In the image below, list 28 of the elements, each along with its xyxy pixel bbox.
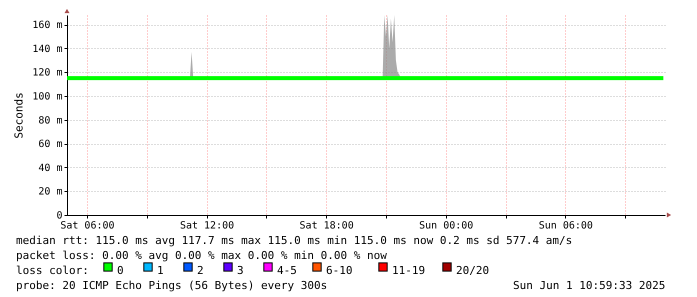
text: packet loss: 0.00 % avg 0.00 % max 0.00 % min 0.00 % now <box>16 249 388 262</box>
y-tick-label: 60 m <box>38 139 62 150</box>
x-tick-label: Sun 06:00 <box>538 220 593 232</box>
x-tick-label: Sat 12:00 <box>180 220 234 232</box>
text: 1 <box>157 264 164 277</box>
y-tick-label: 0 <box>56 210 62 222</box>
y-tick-label: 100 m <box>32 91 62 102</box>
y-tick-label: 80 m <box>38 115 62 126</box>
y-axis-title: Seconds <box>12 92 26 139</box>
text: loss color: <box>16 264 89 277</box>
y-tick-label: 20 m <box>38 186 62 198</box>
x-tick-label: Sat 18:00 <box>300 220 354 232</box>
text: 3 <box>237 264 244 277</box>
y-tick-label: 140 m <box>32 44 62 55</box>
text: 0 <box>117 264 124 277</box>
text: 11-19 <box>392 264 426 277</box>
text: median rtt: 115.0 ms avg 117.7 ms max 115.0 ms min 115.0 ms now 0.2 ms sd 577.4 am/s <box>16 234 572 247</box>
x-tick-label: Sun 00:00 <box>419 220 474 232</box>
text: 20/20 <box>456 264 490 277</box>
text: probe: 20 ICMP Echo Pings (56 Bytes) every 300s <box>16 279 328 292</box>
y-tick-label: 40 m <box>38 162 62 174</box>
y-tick-label: 120 m <box>32 68 62 79</box>
text: 6-10 <box>326 264 352 277</box>
x-tick-label: Sat 06:00 <box>60 220 115 232</box>
text: 2 <box>197 264 204 277</box>
text: Sun Jun 1 10:59:33 2025 <box>513 279 666 292</box>
y-tick-label: 160 m <box>32 20 62 32</box>
text: 4-5 <box>277 264 297 277</box>
